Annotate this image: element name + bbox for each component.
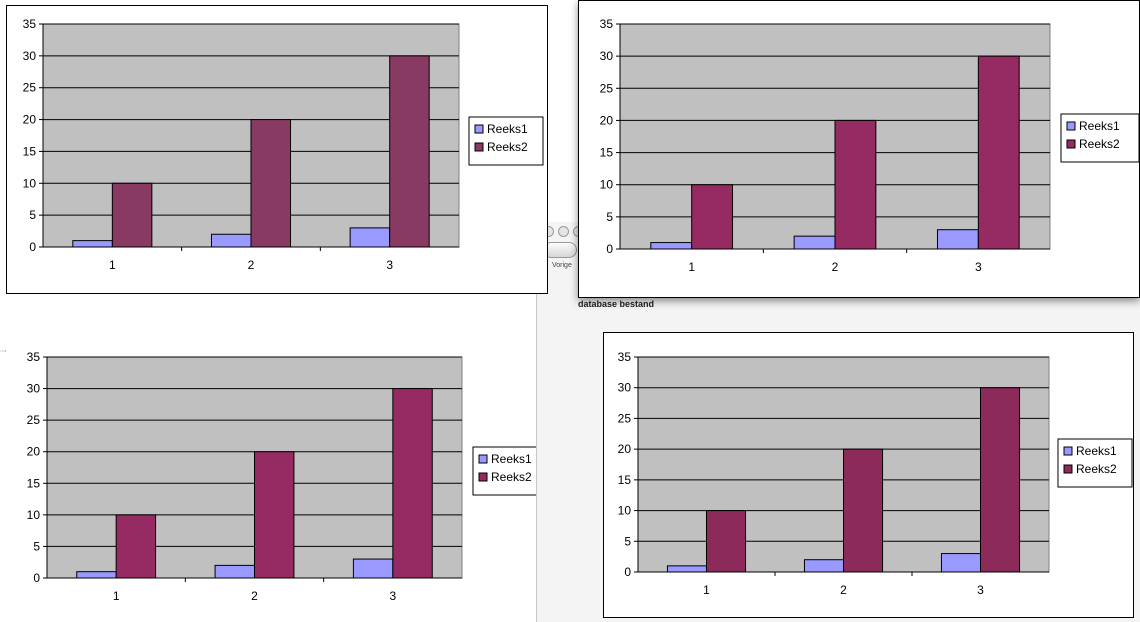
y-tick-label: 30 (618, 381, 632, 395)
bar-reeks2-2 (250, 119, 292, 248)
x-tick-label: 1 (688, 260, 695, 274)
legend-label: Reeks1 (1079, 119, 1120, 133)
y-tick-label: 5 (606, 210, 613, 224)
y-tick-label: 20 (23, 113, 37, 127)
bar-reeks2-3 (392, 388, 433, 579)
y-tick-label: 10 (23, 176, 37, 190)
bar-reeks1-1 (72, 240, 113, 248)
y-tick-label: 35 (618, 350, 632, 364)
bar-reeks2-3 (389, 55, 430, 248)
y-tick-label: 35 (600, 17, 614, 31)
x-tick-label: 2 (840, 583, 847, 597)
legend-label: Reeks1 (487, 122, 528, 136)
legend-swatch (474, 124, 484, 134)
x-tick-label: 1 (109, 258, 116, 272)
y-tick-label: 0 (33, 571, 40, 585)
bar-reeks1-1 (666, 565, 707, 573)
y-tick-label: 25 (23, 81, 37, 95)
y-tick-label: 25 (27, 413, 41, 427)
legend-swatch (474, 142, 484, 152)
y-tick-label: 30 (23, 49, 37, 63)
bar-reeks1-3 (352, 558, 394, 579)
y-tick-label: 0 (606, 242, 613, 256)
bar-reeks2-1 (706, 510, 747, 573)
bar-reeks1-3 (940, 553, 981, 573)
bar-reeks1-1 (76, 571, 117, 579)
document-subtitle: database bestand (578, 299, 655, 309)
bar-reeks2-2 (834, 119, 877, 250)
y-tick-label: 20 (618, 442, 632, 456)
x-tick-label: 3 (389, 589, 396, 603)
y-tick-label: 5 (29, 208, 36, 222)
y-tick-label: 10 (618, 504, 632, 518)
chart-panel-top-right: 0 5 10 15 20 25 30 35 1 2 3 Reeks1 Reeks2 (578, 0, 1140, 298)
legend-label: Reeks2 (1076, 462, 1117, 476)
y-tick-label: 5 (33, 539, 40, 553)
y-tick-label: 25 (600, 81, 614, 95)
y-tick-label: 25 (618, 411, 632, 425)
x-tick-label: 3 (386, 258, 393, 272)
previous-label: Vorige (552, 262, 572, 269)
x-tick-label: 3 (975, 260, 982, 274)
chart-svg: 0 5 10 15 20 25 30 35 1 2 3 Reeks1 Reeks2 (27, 352, 536, 603)
chart-panel-bottom-left: 0 5 10 15 20 25 30 35 1 2 3 Reeks1 Reeks2 (0, 352, 536, 622)
y-tick-label: 30 (27, 382, 41, 396)
bar-reeks2-3 (977, 55, 1020, 250)
legend-label: Reeks2 (1079, 137, 1120, 151)
y-tick-label: 30 (600, 49, 614, 63)
legend-swatch (1063, 464, 1073, 474)
minimize-window-icon[interactable] (558, 226, 569, 237)
y-tick-label: 5 (624, 534, 631, 548)
bar-reeks1-2 (214, 564, 255, 579)
x-tick-label: 3 (977, 583, 984, 597)
y-tick-label: 20 (27, 445, 41, 459)
legend-swatch (1066, 139, 1076, 149)
y-tick-label: 15 (600, 146, 614, 160)
bar-reeks2-2 (843, 448, 884, 573)
x-tick-label: 1 (703, 583, 710, 597)
x-tick-label: 2 (832, 260, 839, 274)
legend-label: Reeks1 (1076, 444, 1117, 458)
chart-panel-top-left: 0 5 10 15 20 25 30 35 1 2 3 Reeks1 Reeks2 (6, 5, 548, 294)
y-tick-label: 15 (23, 144, 37, 158)
legend-swatch (1063, 446, 1073, 456)
y-tick-label: 0 (624, 565, 631, 579)
bar-reeks1-3 (349, 227, 391, 248)
legend-swatch (478, 472, 488, 482)
y-tick-label: 20 (600, 113, 614, 127)
x-tick-label: 2 (251, 589, 258, 603)
x-tick-label: 1 (113, 589, 120, 603)
chart-panel-bottom-right: 0 5 10 15 20 25 30 35 1 2 3 Reeks1 Reeks2 (603, 332, 1134, 618)
bar-reeks2-3 (980, 387, 1021, 573)
bar-reeks1-2 (210, 233, 252, 248)
chart-svg: 0 5 10 15 20 25 30 35 1 2 3 Reeks1 Reeks2 (23, 17, 544, 272)
y-tick-label: 15 (27, 476, 41, 490)
legend-swatch (478, 454, 488, 464)
legend-box (468, 116, 544, 166)
bar-reeks2-2 (254, 451, 295, 579)
chart-svg: 0 5 10 15 20 25 30 35 1 2 3 Reeks1 Reeks2 (618, 350, 1133, 597)
bar-reeks2-1 (111, 182, 153, 248)
legend-label: Reeks2 (491, 470, 532, 484)
y-tick-label: 35 (23, 17, 37, 31)
legend-label: Reeks2 (487, 140, 528, 154)
y-tick-label: 10 (27, 508, 41, 522)
bar-reeks2-1 (691, 184, 734, 250)
bar-reeks1-3 (936, 229, 979, 250)
bar-reeks1-1 (650, 242, 693, 250)
legend-label: Reeks1 (491, 452, 532, 466)
legend-swatch (1066, 121, 1076, 131)
bar-reeks2-1 (115, 514, 157, 579)
bar-reeks1-2 (793, 235, 836, 250)
x-tick-label: 2 (248, 258, 255, 272)
y-tick-label: 15 (618, 473, 632, 487)
y-tick-label: 35 (27, 352, 41, 364)
y-tick-label: 0 (29, 240, 36, 254)
chart-svg: 0 5 10 15 20 25 30 35 1 2 3 Reeks1 Reeks2 (600, 17, 1140, 274)
y-tick-label: 10 (600, 178, 614, 192)
bar-reeks1-2 (803, 559, 844, 573)
